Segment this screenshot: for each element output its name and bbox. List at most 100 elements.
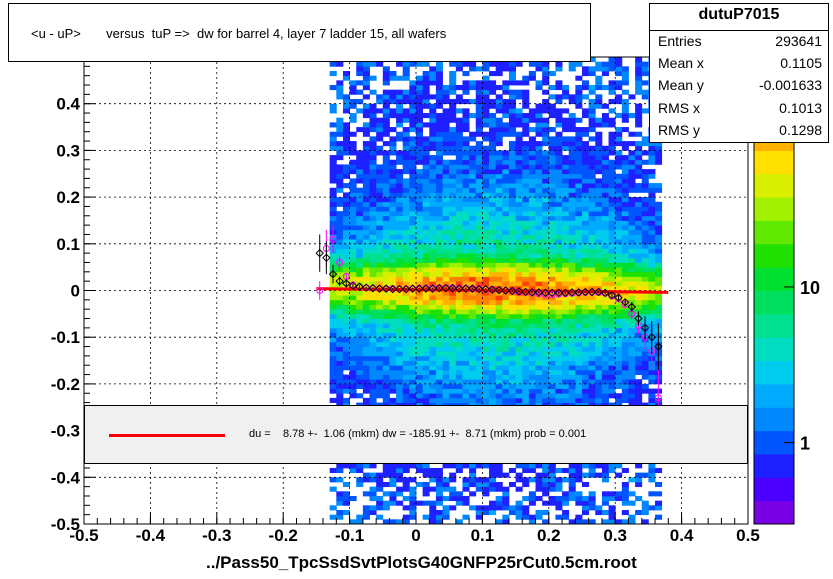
heatmap-cell — [548, 178, 556, 184]
heatmap-cell — [376, 355, 384, 361]
heatmap-cell — [369, 173, 377, 179]
heatmap-cell — [342, 169, 350, 175]
heatmap-cell — [389, 351, 397, 357]
heatmap-cell — [595, 136, 603, 142]
heatmap-cell — [522, 477, 530, 483]
heatmap-cell — [608, 304, 616, 310]
heatmap-cell — [409, 220, 417, 226]
heatmap-cell — [615, 187, 623, 193]
heatmap-cell — [601, 192, 609, 198]
heatmap-cell — [535, 183, 543, 189]
heatmap-cell — [376, 346, 384, 352]
stats-value: -0.001633 — [758, 77, 822, 93]
heatmap-cell — [469, 304, 477, 310]
profile-black-point — [342, 279, 351, 288]
heatmap-cell — [641, 295, 649, 301]
heatmap-cell — [435, 271, 443, 277]
heatmap-cell — [601, 197, 609, 203]
heatmap-cell — [422, 341, 430, 347]
heatmap-cell — [455, 173, 463, 179]
heatmap-cell — [396, 379, 404, 385]
heatmap-cell — [548, 285, 556, 291]
heatmap-cell — [329, 365, 337, 371]
heatmap-cell — [562, 145, 570, 151]
heatmap-cell — [489, 145, 497, 151]
heatmap-cell — [515, 313, 523, 319]
heatmap-cell — [615, 61, 623, 67]
heatmap-cell — [582, 397, 590, 403]
heatmap-cell — [508, 318, 516, 324]
heatmap-cell — [522, 239, 530, 245]
heatmap-cell — [356, 332, 364, 338]
heatmap-cell — [389, 257, 397, 263]
heatmap-cell — [435, 253, 443, 259]
heatmap-cell — [422, 281, 430, 287]
heatmap-cell — [502, 159, 510, 165]
heatmap-cell — [349, 360, 357, 366]
heatmap-cell — [628, 178, 636, 184]
heatmap-cell — [555, 505, 563, 511]
heatmap-cell — [435, 276, 443, 282]
profile-black-point — [640, 323, 650, 333]
heatmap-cell — [369, 215, 377, 221]
heatmap-cell — [409, 108, 417, 114]
heatmap-cell — [548, 169, 556, 175]
heatmap-cell — [402, 201, 410, 207]
heatmap-cell — [389, 267, 397, 273]
heatmap-cell — [336, 80, 344, 86]
heatmap-cell — [621, 127, 629, 133]
heatmap-cell — [621, 103, 629, 109]
heatmap-cell — [555, 481, 563, 488]
heatmap-cell — [635, 66, 643, 72]
heatmap-cell — [515, 374, 523, 380]
heatmap-cell — [369, 108, 377, 114]
heatmap-cell — [382, 229, 390, 235]
heatmap-cell — [455, 197, 463, 203]
heatmap-cell — [449, 337, 457, 343]
heatmap-cell — [568, 187, 576, 193]
heatmap-cell — [595, 505, 603, 511]
heatmap-cell — [508, 351, 516, 357]
heatmap-cell — [542, 281, 550, 287]
heatmap-cell — [469, 360, 477, 366]
heatmap-cell — [508, 505, 516, 511]
profile-black-point — [527, 288, 537, 297]
heatmap-cell — [416, 85, 424, 91]
heatmap-cell — [349, 234, 357, 240]
heatmap-cell — [369, 491, 377, 497]
heatmap-cell — [495, 178, 503, 184]
heatmap-cell — [601, 262, 609, 268]
heatmap-cell — [608, 509, 616, 516]
heatmap-cell — [389, 113, 397, 119]
heatmap-cell — [429, 379, 437, 385]
heatmap-cell — [455, 187, 463, 193]
heatmap-cell — [575, 383, 583, 389]
heatmap-cell — [641, 505, 649, 511]
heatmap-cell — [542, 75, 550, 81]
heatmap-cell — [582, 197, 590, 203]
heatmap-cell — [409, 299, 417, 305]
heatmap-cell — [409, 374, 417, 380]
heatmap-cell — [515, 304, 523, 310]
heatmap-cell — [402, 183, 410, 189]
heatmap-cell — [382, 215, 390, 221]
heatmap-cell — [528, 262, 536, 268]
heatmap-cell — [449, 383, 457, 389]
heatmap-cell — [369, 351, 377, 357]
heatmap-cell — [462, 155, 470, 161]
heatmap-cell — [369, 197, 377, 203]
heatmap-cell — [449, 271, 457, 277]
heatmap-cell — [548, 94, 556, 100]
heatmap-cell — [508, 257, 516, 263]
heatmap-cell — [342, 313, 350, 319]
heatmap-cell — [595, 197, 603, 203]
heatmap-cell — [429, 239, 437, 245]
heatmap-cell — [409, 318, 417, 324]
heatmap-cell — [535, 313, 543, 319]
heatmap-cell — [575, 243, 583, 249]
heatmap-cell — [508, 281, 516, 287]
heatmap-cell — [528, 220, 536, 226]
heatmap-cell — [376, 374, 384, 380]
heatmap-cell — [416, 89, 424, 95]
heatmap-cell — [329, 304, 337, 310]
